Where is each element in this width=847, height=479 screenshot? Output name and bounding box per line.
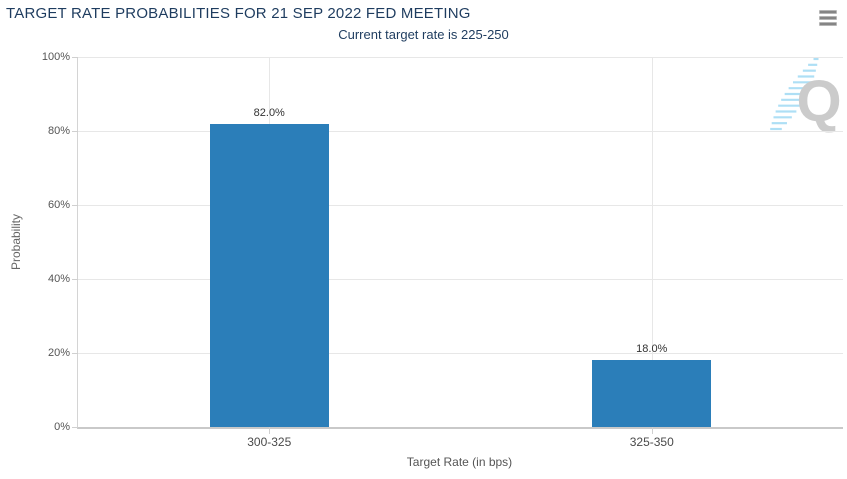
data-label: 18.0% <box>636 343 668 356</box>
watermark-dashes-icon <box>770 57 819 131</box>
y-axis-tick-label: 80% <box>47 125 70 137</box>
chart-context-menu-button[interactable] <box>817 8 839 28</box>
y-axis-tick-label: 60% <box>47 199 70 211</box>
y-gridline <box>78 205 843 206</box>
chart-subtitle: Current target rate is 225-250 <box>338 27 509 42</box>
y-gridline <box>78 57 843 58</box>
x-axis-category-label: 325-350 <box>629 435 674 449</box>
chart-title: TARGET RATE PROBABILITIES FOR 21 SEP 202… <box>6 5 471 22</box>
y-axis-tick-label: 100% <box>41 51 70 63</box>
y-axis-tick <box>72 131 78 132</box>
y-axis-tick-label: 0% <box>54 421 70 433</box>
x-axis-category-label: 300-325 <box>247 435 292 449</box>
y-axis-title: Probability <box>9 213 23 271</box>
y-axis-tick <box>72 427 78 428</box>
y-axis-tick-label: 40% <box>47 273 70 285</box>
y-axis-tick <box>72 57 78 58</box>
watermark-q-logo: Q <box>770 57 842 134</box>
x-axis-tick <box>651 427 653 434</box>
y-axis-tick <box>72 205 78 206</box>
y-gridline <box>78 279 843 280</box>
y-axis-tick <box>72 353 78 354</box>
watermark-letter: Q <box>796 69 841 134</box>
data-label: 82.0% <box>253 106 285 119</box>
y-axis-tick <box>72 279 78 280</box>
y-gridline <box>78 131 843 132</box>
plot-area: Q 0% 20% 40% 60% 80% 100% 82.0% 300-325 18.0% 325… <box>42 51 843 449</box>
bar-325-350[interactable] <box>592 360 712 427</box>
y-gridline <box>78 353 843 354</box>
x-axis-title: Target Rate (in bps) <box>406 455 513 469</box>
x-axis-tick <box>269 427 271 434</box>
y-axis-tick-label: 20% <box>47 347 70 359</box>
x-gridline <box>651 57 653 427</box>
bar-300-325[interactable] <box>209 123 329 427</box>
hamburger-menu-icon <box>819 10 837 26</box>
